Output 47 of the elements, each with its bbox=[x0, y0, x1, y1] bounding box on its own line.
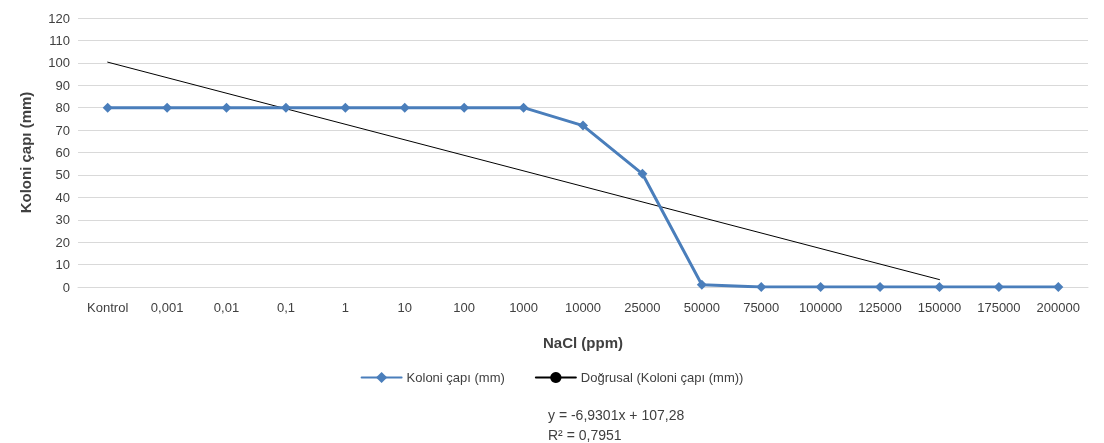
y-tick-label: 20 bbox=[55, 234, 70, 250]
x-tick-label: 25000 bbox=[624, 300, 661, 315]
y-tick-label: 100 bbox=[48, 55, 70, 71]
point bbox=[399, 102, 410, 113]
x-tick-label: 75000 bbox=[743, 300, 780, 315]
y-tick-label: 50 bbox=[55, 167, 70, 183]
y-tick-label: 0 bbox=[62, 279, 70, 295]
x-tick-label: 175000 bbox=[977, 300, 1021, 315]
legend-label: Doğrusal (Koloni çapı (mm)) bbox=[580, 370, 744, 385]
x-tick-label: 0,01 bbox=[213, 300, 240, 315]
y-tick-label: 10 bbox=[55, 257, 70, 273]
y-tick-label: 30 bbox=[55, 212, 70, 228]
y-tick-label: 70 bbox=[55, 122, 70, 138]
x-tick-label: 125000 bbox=[858, 300, 902, 315]
x-tick-label: 0,1 bbox=[276, 300, 295, 315]
point bbox=[221, 102, 232, 113]
x-tick-label: 1 bbox=[341, 300, 349, 315]
y-tick-label: 40 bbox=[55, 189, 70, 205]
x-tick-label: 10000 bbox=[564, 300, 602, 315]
y-axis-title: Koloni çapı (mm) bbox=[17, 91, 34, 214]
x-axis-title: NaCl (ppm) bbox=[543, 334, 623, 351]
text: y = -6,9301x + 107,28 bbox=[548, 407, 685, 423]
y-tick-label: 60 bbox=[55, 145, 70, 160]
point bbox=[934, 282, 945, 292]
y-tick-label: 110 bbox=[49, 32, 70, 48]
point bbox=[518, 102, 529, 113]
text: R² = 0,7951 bbox=[548, 427, 622, 443]
x-tick-label: 100 bbox=[453, 300, 476, 315]
x-tick-label: 100000 bbox=[798, 300, 843, 315]
point bbox=[1053, 282, 1064, 292]
x-tick-label: 1000 bbox=[509, 300, 539, 315]
x-tick-label: 200000 bbox=[1036, 300, 1080, 315]
point bbox=[696, 279, 707, 290]
x-tick-label: 50000 bbox=[683, 300, 720, 315]
point bbox=[578, 120, 588, 131]
y-tick-label: 120 bbox=[48, 10, 70, 26]
point bbox=[340, 102, 351, 113]
point bbox=[815, 282, 826, 292]
x-tick-label: 150000 bbox=[917, 300, 962, 315]
y-tick-label: 90 bbox=[55, 77, 70, 93]
x-tick-label: 0,001 bbox=[150, 300, 184, 315]
point bbox=[102, 102, 113, 113]
x-tick-label: 10 bbox=[397, 300, 412, 315]
legend-label: Koloni çapı (mm) bbox=[406, 370, 505, 385]
y-tick-label: 80 bbox=[55, 100, 70, 116]
x-tick-label: Kontrol bbox=[87, 300, 129, 315]
point bbox=[637, 168, 648, 179]
